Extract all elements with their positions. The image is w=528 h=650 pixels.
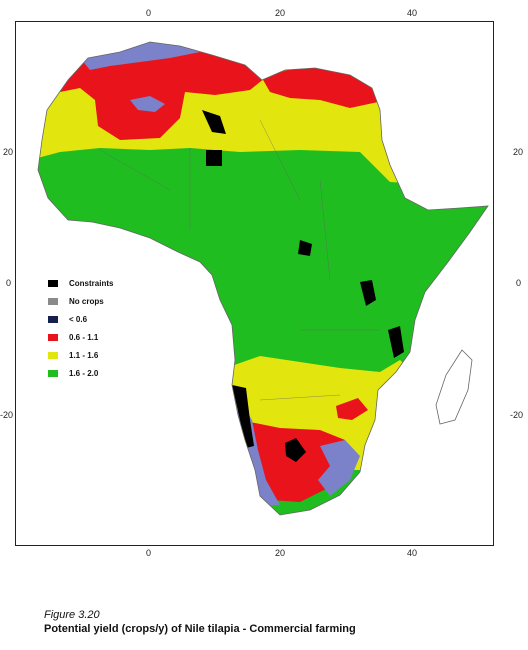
constraint-congo bbox=[298, 240, 312, 256]
constraint-rift-1 bbox=[360, 280, 376, 306]
legend-swatch-no-crops bbox=[48, 297, 58, 305]
constraint-namib bbox=[232, 385, 254, 448]
figure-title: Potential yield (crops/y) of Nile tilapi… bbox=[44, 623, 356, 635]
legend-label-constraints: Constraints bbox=[69, 278, 114, 288]
legend-item-11-16: 1.1 - 1.6 bbox=[48, 349, 98, 361]
africa-coastline bbox=[37, 41, 489, 516]
top-tick-0: 0 bbox=[146, 8, 152, 18]
legend-label-no-crops: No crops bbox=[69, 296, 104, 306]
constraint-kalahari bbox=[285, 438, 306, 462]
legend-item-no-crops: No crops bbox=[48, 295, 104, 307]
right-tick-20: 20 bbox=[513, 147, 524, 157]
zone-red-libya-egypt bbox=[262, 66, 378, 108]
bottom-tick-40: 40 bbox=[407, 548, 418, 558]
constraint-north-1 bbox=[202, 110, 226, 134]
bottom-tick-20: 20 bbox=[275, 548, 286, 558]
legend-item-16-20: 1.6 - 2.0 bbox=[48, 367, 98, 379]
legend-label-06-11: 0.6 - 1.1 bbox=[69, 332, 99, 342]
legend-label-11-16: 1.1 - 1.6 bbox=[69, 350, 99, 360]
constraint-rift-2 bbox=[388, 326, 404, 358]
left-tick-0: 0 bbox=[6, 278, 12, 288]
top-tick-20: 20 bbox=[275, 8, 286, 18]
figure-number: Figure 3.20 bbox=[44, 609, 100, 621]
legend-swatch-lt-06 bbox=[48, 315, 58, 323]
legend-item-constraints: Constraints bbox=[48, 277, 113, 289]
left-tick-20: 20 bbox=[3, 147, 14, 157]
legend-swatch-16-20 bbox=[48, 369, 58, 377]
madagascar-outline bbox=[435, 349, 473, 425]
zone-blue-atlas bbox=[130, 96, 165, 112]
top-tick-40: 40 bbox=[407, 8, 418, 18]
legend-swatch-06-11 bbox=[48, 333, 58, 341]
zone-blue-north-coast bbox=[80, 42, 200, 70]
left-tick-minus-20: -20 bbox=[0, 410, 14, 420]
constraint-north-2 bbox=[206, 150, 222, 166]
legend-swatch-11-16 bbox=[48, 351, 58, 359]
zone-blue-southeast bbox=[318, 440, 360, 496]
zone-red-east-patch bbox=[336, 398, 368, 420]
legend-swatch-constraints bbox=[48, 279, 58, 287]
right-tick-0: 0 bbox=[516, 278, 522, 288]
country-border-lines bbox=[99, 119, 380, 401]
legend-item-06-11: 0.6 - 1.1 bbox=[48, 331, 98, 343]
bottom-tick-0: 0 bbox=[146, 548, 152, 558]
right-tick-minus-20: -20 bbox=[510, 410, 524, 420]
legend-label-16-20: 1.6 - 2.0 bbox=[69, 368, 99, 378]
legend-label-lt-06: < 0.6 bbox=[69, 314, 88, 324]
legend-item-lt-06: < 0.6 bbox=[48, 313, 87, 325]
